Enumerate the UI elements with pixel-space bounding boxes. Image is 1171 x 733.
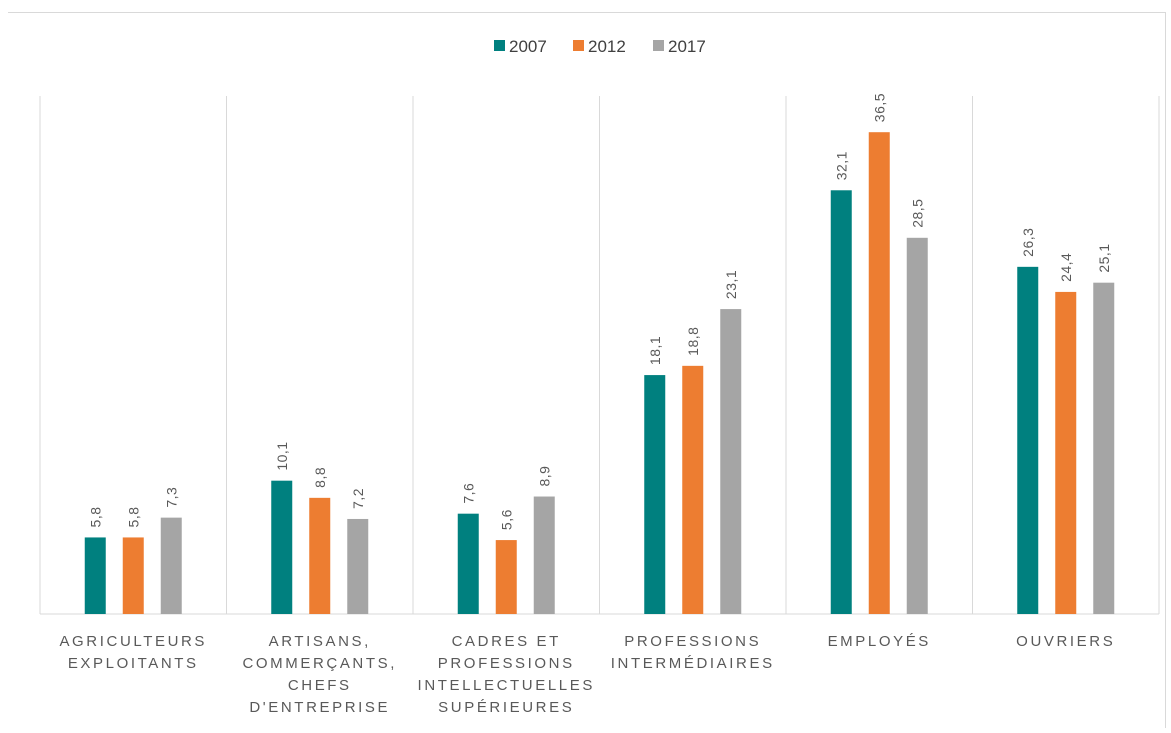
- bar-2007: [644, 375, 666, 614]
- bars: [84, 132, 1115, 615]
- data-label-2017: 28,5: [909, 199, 925, 228]
- bar-2007: [84, 537, 106, 614]
- category-label: AGRICULTEURS EXPLOITANTS: [59, 633, 207, 672]
- data-label-2017: 7,3: [163, 487, 179, 508]
- data-label-2012: 36,5: [871, 93, 887, 122]
- bar-2017: [533, 496, 555, 614]
- legend-label-2007: 2007: [509, 37, 547, 56]
- bar-2012: [868, 132, 890, 614]
- category-separators: [39, 96, 1160, 614]
- data-label-2007: 32,1: [833, 151, 849, 180]
- category-label: CADRES ET PROFESSIONS INTELLECTUELLES SUPÉR…: [418, 633, 595, 716]
- bar-2012: [122, 537, 144, 614]
- legend-swatch-2017: [653, 40, 664, 51]
- bar-2017: [160, 517, 182, 614]
- legend-swatch-2007: [494, 40, 505, 51]
- data-label-2017: 8,9: [536, 466, 552, 487]
- bar-2012: [1055, 291, 1077, 614]
- bar-2012: [309, 497, 331, 614]
- data-label-2007: 7,6: [460, 483, 476, 504]
- data-label-2017: 23,1: [723, 270, 739, 299]
- category-label: OUVRIERS: [1016, 633, 1115, 650]
- category-labels: AGRICULTEURS EXPLOITANTS ARTISANS, COMMERÇA…: [59, 633, 1115, 716]
- data-labels: 5,8 5,8 7,3 10,1 8,8 7,2 7,6 5,6 8,9 18,1 18,8 23,1…: [87, 93, 1112, 530]
- legend-swatch-2012: [573, 40, 584, 51]
- bar-2012: [682, 365, 704, 614]
- legend: 2007 2012 2017: [494, 37, 706, 56]
- legend-label-2017: 2017: [668, 37, 706, 56]
- category-label: ARTISANS, COMMERÇANTS, CHEFS D'ENTREPRISE: [242, 633, 397, 716]
- bar-2007: [271, 480, 293, 614]
- bar-2017: [1093, 282, 1115, 614]
- category-label: EMPLOYÉS: [828, 633, 931, 650]
- data-label-2012: 5,8: [125, 506, 141, 527]
- data-label-2007: 26,3: [1020, 228, 1036, 257]
- data-label-2017: 7,2: [350, 488, 366, 509]
- data-label-2017: 25,1: [1096, 243, 1112, 272]
- data-label-2007: 10,1: [274, 441, 290, 470]
- data-label-2012: 24,4: [1058, 253, 1074, 282]
- data-label-2007: 18,1: [647, 336, 663, 365]
- bar-2017: [347, 518, 369, 614]
- category-label: PROFESSIONS INTERMÉDIAIRES: [611, 633, 775, 672]
- legend-label-2012: 2012: [588, 37, 626, 56]
- data-label-2007: 5,8: [87, 506, 103, 527]
- bar-2012: [495, 540, 517, 614]
- data-label-2012: 5,6: [498, 509, 514, 530]
- bar-2017: [720, 309, 742, 614]
- data-label-2012: 18,8: [685, 327, 701, 356]
- bar-2007: [1017, 266, 1039, 614]
- bar-2007: [830, 190, 852, 614]
- bar-2017: [906, 237, 928, 615]
- data-label-2012: 8,8: [312, 467, 328, 488]
- bar-2007: [457, 513, 479, 614]
